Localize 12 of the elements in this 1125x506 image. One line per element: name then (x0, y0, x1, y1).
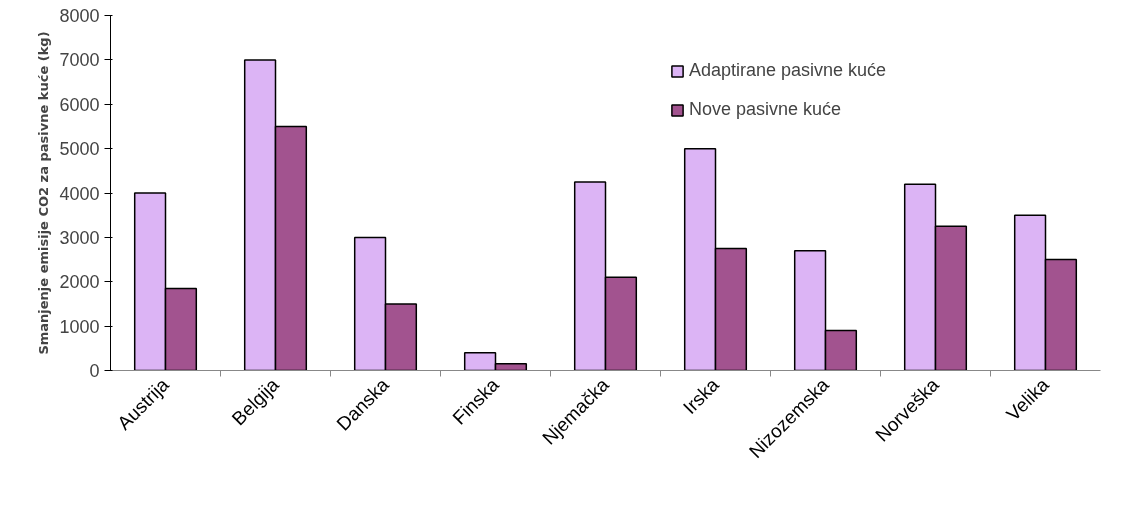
legend-label: Adaptirane pasivne kuće (689, 60, 887, 81)
y-tick-label: 1000 (59, 316, 100, 337)
y-tick-label: 2000 (59, 272, 100, 293)
legend-label: Nove pasivne kuće (689, 99, 842, 120)
y-tick-label: 6000 (59, 94, 100, 115)
y-tick-label: 0 (89, 361, 100, 381)
y-tick-label: 8000 (59, 6, 100, 26)
y-axis-title: Smanjenje emisije CO2 za pasivne kuće (kg) (36, 31, 52, 355)
y-tick-label: 5000 (59, 139, 100, 160)
y-tick-label: 4000 (59, 183, 100, 204)
y-tick-label: 3000 (59, 227, 100, 248)
y-tick-label: 7000 (59, 50, 100, 71)
